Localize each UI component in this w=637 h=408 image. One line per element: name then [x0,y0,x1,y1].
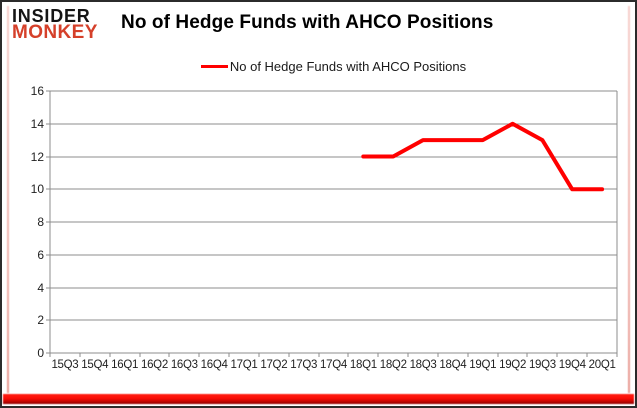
x-tick-label: 18Q4 [439,359,467,371]
y-tick-label: 16 [30,84,44,98]
x-tick-label: 18Q2 [379,359,407,371]
logo-insider-text: INSIDER [12,6,91,26]
x-tick-label: 16Q4 [200,359,228,371]
logo-monkey-text: MONKEY [12,21,98,43]
legend: No of Hedge Funds with AHCO Positions [50,57,617,75]
x-tick-label: 16Q2 [140,359,168,371]
y-tick-label: 10 [30,182,44,197]
x-tick-label: 15Q4 [81,359,109,371]
x-tick-label: 19Q2 [499,359,527,371]
y-tick-label: 2 [37,313,44,328]
left-glow-line [7,6,9,393]
x-tick-label: 17Q2 [260,359,288,371]
x-tick-label: 15Q3 [51,359,79,371]
right-glow-line [628,6,630,393]
x-tick-label: 16Q1 [111,359,139,371]
x-tick-label: 19Q4 [558,359,586,371]
x-tick-label: 19Q3 [528,359,556,371]
line-chart-svg [46,90,618,357]
x-axis-labels: 15Q3 15Q4 16Q1 16Q2 16Q3 16Q4 17Q1 17Q2 17Q3 17Q4… [50,359,617,371]
series-line [361,121,605,192]
x-tick-label: 20Q1 [588,359,616,371]
legend-label: No of Hedge Funds with AHCO Positions [229,58,467,74]
y-tick-label: 8 [37,215,44,229]
x-tick-label: 18Q3 [409,359,437,371]
plot-area [46,90,618,357]
legend-line-swatch [200,64,228,68]
y-tick-label: 12 [30,149,44,164]
y-tick-label: 14 [30,116,44,131]
y-tick-label: 6 [37,247,44,262]
x-tick-label: 16Q3 [170,359,198,371]
x-tick-label: 17Q1 [230,359,258,371]
insider-monkey-logo: INSIDER MONKEY [12,6,98,43]
y-tick-label: 4 [37,280,44,295]
y-tick-label: 0 [37,346,44,360]
x-tick-label: 19Q1 [469,359,497,371]
chart-title: No of Hedge Funds with AHCO Positions [121,12,494,33]
x-tick-label: 17Q3 [290,359,318,371]
bottom-red-glow [3,394,634,404]
x-tick-label: 17Q4 [320,359,347,371]
x-tick-label: 18Q1 [349,359,377,371]
